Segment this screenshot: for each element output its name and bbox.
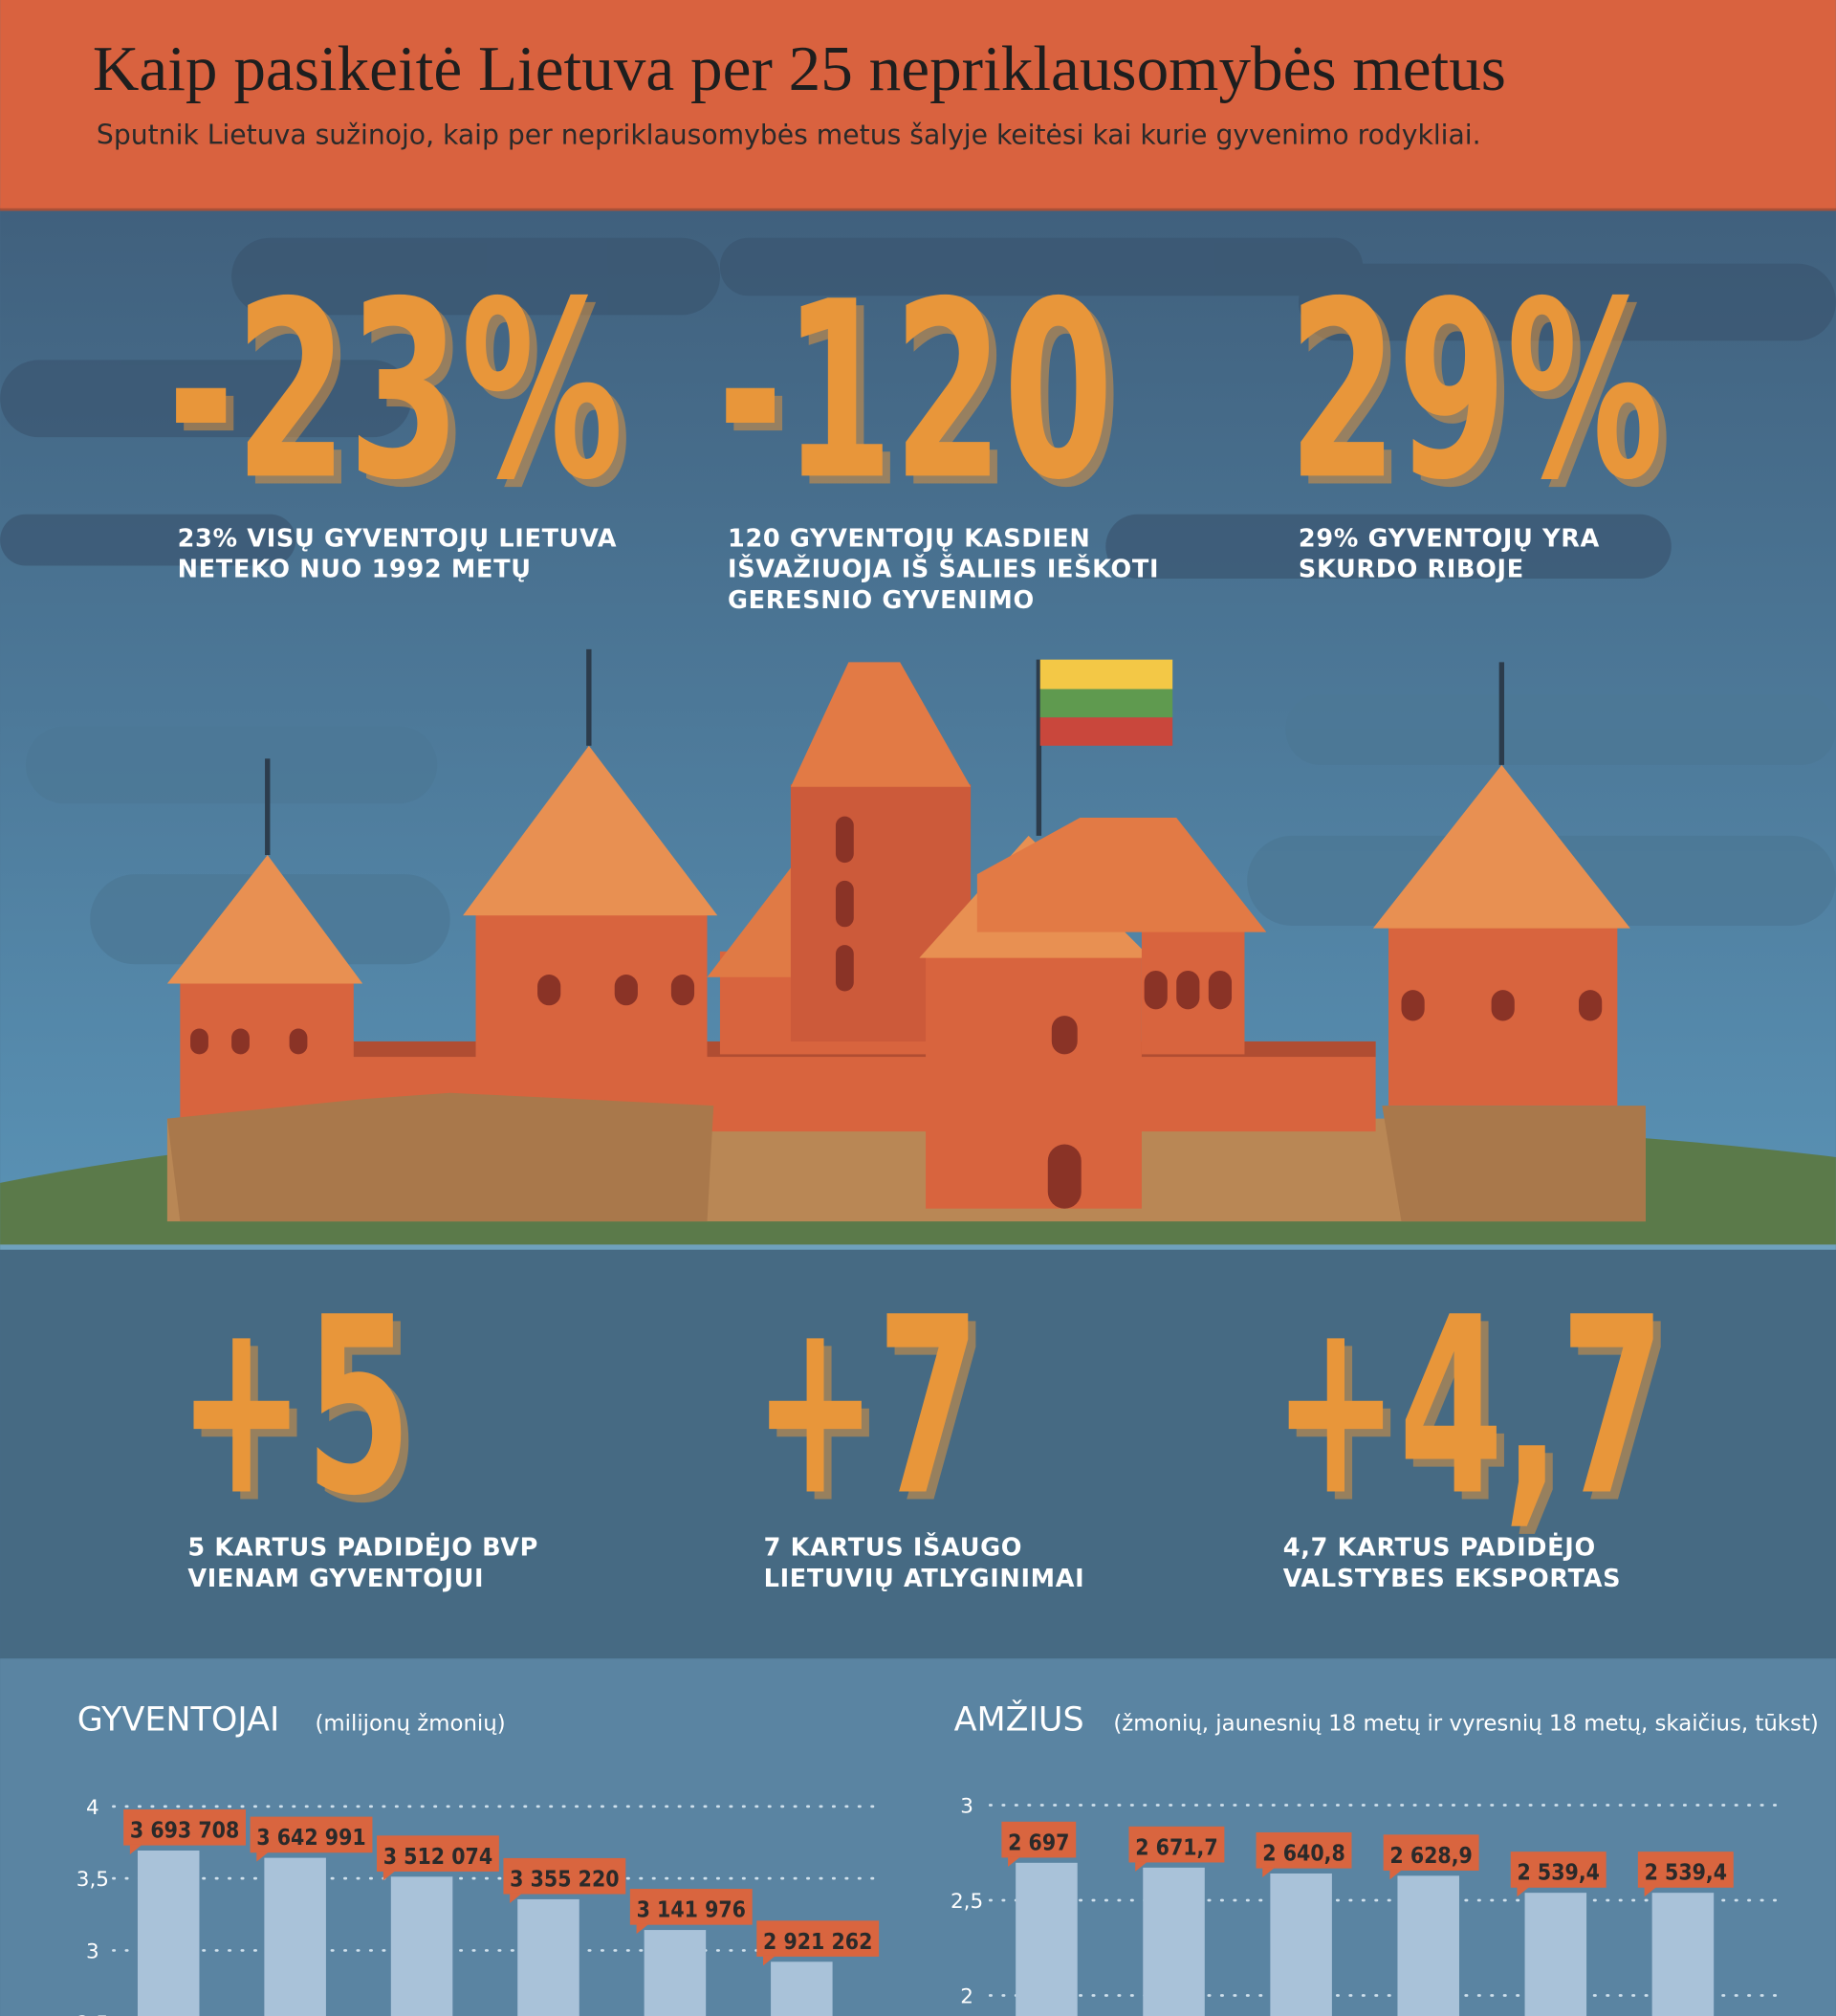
y-tick-label: 3 [960, 1795, 973, 1819]
stat-number-shadow: +5 [186, 1274, 420, 1558]
value-label-pointer [763, 1955, 776, 1966]
bar [517, 1898, 579, 2016]
value-label-pointer [636, 1923, 650, 1935]
stat-caption: 23% VISŲ GYVENTOJŲ LIETUVA [178, 524, 618, 553]
y-tick-label: 3,5 [76, 1868, 109, 1892]
value-label: 3 642 991 [256, 1826, 365, 1851]
bar [771, 1961, 833, 2016]
stat-number-shadow: 29% [1296, 257, 1672, 541]
value-label-box [250, 1816, 373, 1853]
stat-caption: 4,7 KARTUS PADIDĖJO [1283, 1533, 1596, 1563]
stat-number-shadow: +7 [761, 1274, 988, 1558]
value-label: 2 539,4 [1645, 1861, 1727, 1886]
chart-subtitle: (žmonių, jaunesnių 18 metų ir vyresnių 1… [1113, 1712, 1818, 1737]
y-tick-label: 2,5 [951, 1890, 983, 1914]
subtitle: Sputnik Lietuva sužinojo, kaip per nepri… [97, 120, 1481, 151]
clouds [0, 237, 1836, 579]
chart-subtitle: (milijonų žmonių) [315, 1712, 505, 1737]
bar [1524, 1893, 1587, 2016]
stat-number: +5 [178, 1265, 412, 1549]
bar [1143, 1867, 1205, 2016]
stat-caption: 7 KARTUS IŠAUGO [764, 1533, 1022, 1563]
bar [137, 1850, 200, 2016]
value-label: 2 921 262 [763, 1930, 872, 1955]
value-label-pointer [1517, 1886, 1530, 1897]
title: Kaip pasikeitė Lietuva per 25 nepriklaus… [93, 33, 1506, 104]
value-label-box [377, 1835, 499, 1872]
bar [644, 1930, 707, 2016]
value-label-pointer [1644, 1886, 1658, 1897]
y-tick-label: 2 [960, 1985, 973, 2009]
bar [1651, 1893, 1715, 2016]
castle [0, 648, 1836, 1250]
value-label: 3 141 976 [637, 1898, 746, 1923]
value-label-box [629, 1889, 753, 1925]
value-label-box [1637, 1852, 1734, 1888]
value-label-box [1128, 1826, 1225, 1863]
value-label-box [1383, 1834, 1479, 1871]
value-label-box [123, 1808, 247, 1846]
value-label: 2 628,9 [1389, 1844, 1472, 1869]
stat-caption: GERESNIO GYVENIMO [728, 586, 1035, 615]
value-label-box [1510, 1852, 1606, 1888]
stat-caption: VALSTYBES EKSPORTAS [1283, 1565, 1621, 1593]
stat-caption: SKURDO RIBOJE [1299, 556, 1524, 584]
stat-number: 29% [1288, 250, 1664, 534]
header-bg [0, 0, 1836, 208]
value-label: 2 697 [1008, 1830, 1069, 1855]
stat-caption: 120 GYVENTOJŲ KASDIEN [728, 524, 1090, 553]
stat-caption: VIENAM GYVENTOJUI [187, 1565, 484, 1593]
stat-caption: IŠVAŽIUOJA IŠ ŠALIES IEŠKOTI [728, 555, 1159, 584]
stat-number-shadow: +4,7 [1280, 1274, 1672, 1558]
chart-title: AMŽIUS [954, 1699, 1084, 1740]
stat-number-shadow: -120 [725, 257, 1121, 541]
bar [1397, 1875, 1459, 2016]
bar [390, 1876, 453, 2016]
water [0, 1247, 1836, 1659]
value-label: 2 671,7 [1135, 1835, 1217, 1860]
value-label-box [503, 1857, 626, 1895]
stat-number: -23% [167, 250, 623, 534]
value-label-pointer [1008, 1856, 1021, 1867]
value-label: 3 512 074 [383, 1845, 492, 1870]
y-tick-label: 4 [86, 1796, 99, 1820]
value-label: 3 693 708 [130, 1819, 239, 1844]
value-label: 3 355 220 [510, 1868, 619, 1893]
y-tick-label: 2,5 [76, 2012, 109, 2016]
stat-number: +4,7 [1273, 1265, 1665, 1549]
stat-number-shadow: -23% [175, 257, 631, 541]
bar [1016, 1862, 1078, 2016]
value-label: 2 539,4 [1517, 1861, 1599, 1886]
stat-number: +7 [754, 1265, 980, 1549]
stat-number: -120 [717, 250, 1113, 534]
value-label-box [1001, 1821, 1077, 1858]
bar [1270, 1873, 1332, 2016]
stat-caption: 29% GYVENTOJŲ YRA [1299, 524, 1600, 553]
value-label-box [1256, 1831, 1352, 1869]
value-label: 2 640,8 [1262, 1842, 1344, 1867]
stat-caption: LIETUVIŲ ATLYGINIMAI [764, 1565, 1085, 1593]
stat-caption: NETEKO NUO 1992 METŲ [178, 556, 532, 584]
value-label-box [756, 1920, 880, 1957]
bar [264, 1857, 326, 2016]
shore [0, 1244, 1836, 1250]
y-tick-label: 3 [86, 1940, 99, 1964]
chart-title: GYVENTOJAI [77, 1701, 280, 1740]
stat-caption: 5 KARTUS PADIDĖJO BVP [187, 1533, 538, 1563]
